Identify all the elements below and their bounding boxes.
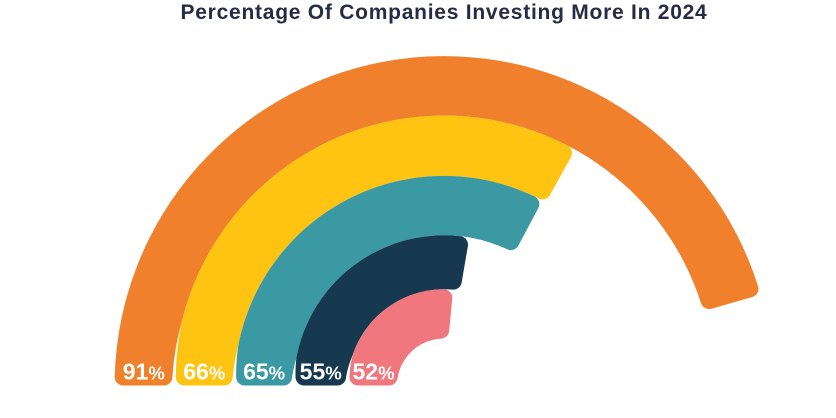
svg-text:65%: 65% — [243, 358, 285, 384]
svg-text:52%: 52% — [352, 358, 394, 384]
svg-text:Percentage Of Companies Invest: Percentage Of Companies Investing More I… — [181, 1, 708, 24]
svg-text:66%: 66% — [183, 358, 225, 384]
svg-text:91%: 91% — [123, 358, 165, 384]
svg-text:55%: 55% — [300, 358, 342, 384]
